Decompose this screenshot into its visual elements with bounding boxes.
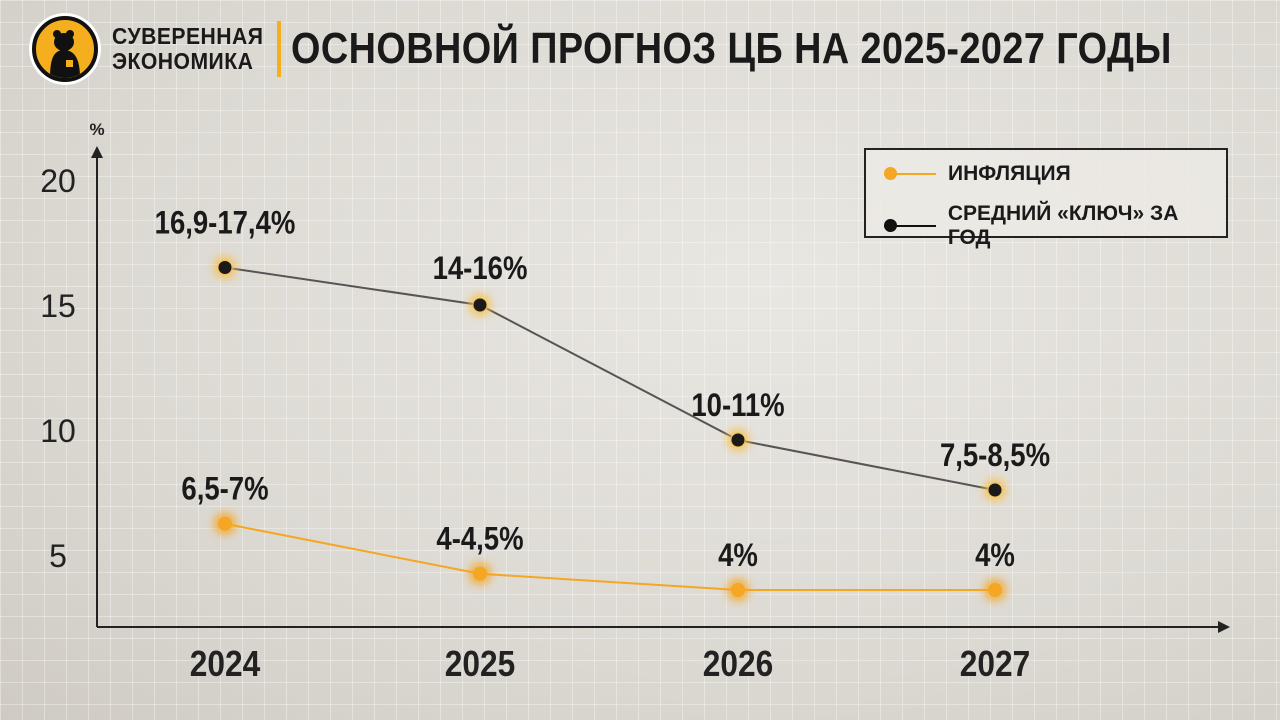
key-rate-point	[472, 297, 488, 313]
y-tick-label: 5	[49, 538, 67, 574]
legend-label: СРЕДНИЙ «КЛЮЧ» ЗА ГОД	[947, 202, 1179, 249]
legend: ИНФЛЯЦИЯ СРЕДНИЙ «КЛЮЧ» ЗА ГОД	[864, 148, 1228, 249]
x-axis-arrow	[1218, 621, 1230, 633]
inflation-point	[218, 516, 232, 531]
header-divider	[276, 21, 281, 77]
brand-line-1: СУВЕРЕННАЯ	[112, 23, 264, 49]
key-rate-data-label: 7,5-8,5%	[940, 438, 1050, 473]
legend-label: ИНФЛЯЦИЯ	[948, 162, 1071, 185]
legend-item-inflation: ИНФЛЯЦИЯ	[884, 162, 1071, 186]
inflation-data-label: 6,5-7%	[181, 472, 268, 507]
bear-logo-icon	[32, 16, 98, 82]
y-axis-arrow	[91, 146, 103, 158]
x-tick-label: 2026	[703, 644, 773, 684]
y-tick-label: 20	[40, 163, 76, 199]
legend-swatch-inflation	[884, 167, 936, 180]
key-rate-data-label: 10-11%	[691, 388, 784, 423]
y-tick-label: 10	[40, 413, 76, 449]
inflation-line	[224, 522, 995, 591]
inflation-data-label: 4-4,5%	[436, 522, 523, 557]
page-title: ОСНОВНОЙ ПРОГНОЗ ЦБ НА 2025-2027 ГОДЫ	[290, 24, 1172, 73]
x-tick-label: 2024	[190, 644, 261, 684]
legend-swatch-key-rate	[884, 219, 936, 232]
key-rate-point	[987, 482, 1003, 498]
inflation-point	[473, 566, 487, 581]
legend-item-key-rate: СРЕДНИЙ «КЛЮЧ» ЗА ГОД	[884, 202, 1226, 250]
key-rate-point	[730, 432, 746, 448]
inflation-data-label: 4%	[718, 538, 758, 573]
x-tick-label: 2027	[960, 644, 1030, 684]
header: СУВЕРЕННАЯ ЭКОНОМИКА ОСНОВНОЙ ПРОГНОЗ ЦБ…	[32, 16, 1280, 82]
y-tick-label: 15	[40, 288, 76, 324]
key-rate-data-label: 16,9-17,4%	[155, 206, 296, 241]
inflation-point	[988, 583, 1002, 597]
x-tick-label: 2025	[445, 644, 515, 684]
key-rate-line	[224, 266, 996, 491]
inflation-point	[731, 583, 745, 597]
brand-line-2: ЭКОНОМИКА	[112, 48, 254, 74]
key-rate-point	[217, 260, 233, 275]
y-axis-unit: %	[89, 120, 104, 139]
inflation-data-label: 4%	[975, 538, 1015, 573]
key-rate-data-label: 14-16%	[433, 251, 528, 286]
brand-name: СУВЕРЕННАЯ ЭКОНОМИКА	[112, 24, 263, 74]
